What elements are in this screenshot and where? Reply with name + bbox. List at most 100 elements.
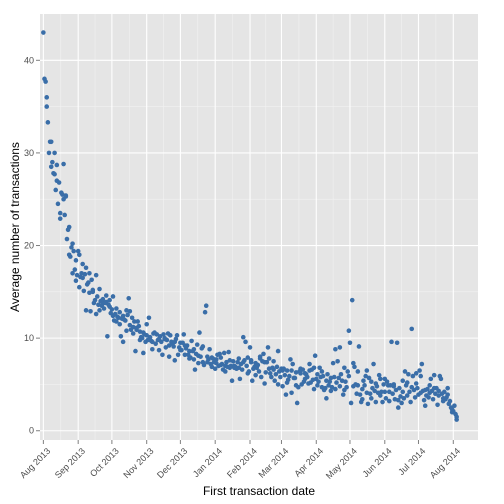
data-point (430, 396, 436, 402)
data-point (72, 267, 78, 272)
data-point (182, 352, 188, 358)
data-point (136, 323, 142, 329)
data-point (422, 403, 428, 409)
data-point (163, 345, 169, 350)
data-point (191, 357, 197, 362)
data-point (127, 308, 133, 314)
data-point (66, 224, 72, 230)
data-point (212, 366, 218, 371)
data-point (284, 368, 290, 373)
data-point (236, 365, 242, 371)
data-point (94, 294, 100, 299)
data-points (41, 30, 459, 422)
data-point (192, 367, 198, 372)
data-point (167, 333, 173, 338)
data-point (191, 346, 197, 352)
y-axis-ticks: 0 10 20 30 40 (24, 55, 40, 436)
data-point (290, 361, 295, 367)
data-point (406, 371, 411, 377)
data-point (226, 349, 231, 355)
data-point (253, 372, 258, 378)
data-point (97, 286, 102, 292)
data-point (228, 363, 234, 369)
data-point (246, 369, 252, 374)
data-point (398, 394, 403, 399)
data-point (395, 397, 401, 403)
data-point (338, 371, 344, 377)
data-point (411, 387, 417, 393)
data-point (288, 357, 293, 362)
data-point (292, 375, 298, 381)
data-point (281, 366, 287, 371)
data-point (134, 327, 139, 333)
data-point (333, 386, 338, 392)
data-point (355, 383, 361, 388)
data-point (400, 378, 406, 384)
data-point (63, 193, 69, 198)
data-point (85, 280, 91, 285)
data-point (46, 150, 52, 156)
data-point (188, 355, 193, 360)
data-point (421, 397, 427, 403)
data-point (357, 392, 363, 397)
data-point (80, 261, 85, 267)
data-point (377, 376, 383, 382)
data-point (48, 139, 54, 145)
data-point (236, 356, 242, 361)
data-point (156, 347, 162, 353)
data-point (89, 277, 94, 283)
data-point (70, 271, 75, 276)
data-point (103, 293, 109, 298)
data-point (75, 248, 81, 254)
data-point (319, 369, 325, 374)
data-point (334, 380, 339, 385)
data-point (379, 389, 384, 395)
data-point (404, 380, 410, 385)
data-point (438, 376, 444, 382)
data-point (219, 361, 225, 367)
data-point (383, 396, 389, 401)
data-point (166, 343, 172, 348)
data-point (376, 372, 382, 378)
data-point (307, 361, 312, 367)
data-point (209, 364, 215, 370)
data-point (363, 373, 368, 379)
data-point (62, 212, 68, 218)
data-point (371, 361, 376, 367)
data-point (274, 364, 280, 370)
data-point (133, 348, 138, 354)
data-point (267, 371, 273, 376)
data-point (317, 365, 322, 371)
data-point (221, 350, 227, 356)
data-point (207, 346, 212, 352)
data-point (377, 393, 383, 398)
data-point (154, 332, 160, 337)
data-point (174, 333, 180, 338)
data-point (118, 333, 124, 339)
data-point (153, 341, 158, 346)
data-point (384, 379, 390, 384)
data-point (172, 358, 178, 363)
data-point (48, 164, 54, 170)
data-point (120, 339, 126, 345)
data-point (298, 371, 303, 376)
data-point (57, 216, 63, 221)
data-point (419, 361, 425, 367)
data-point (428, 376, 434, 382)
data-point (200, 344, 206, 349)
data-point (70, 241, 75, 246)
data-point (361, 378, 366, 384)
y-tick-label: 40 (24, 55, 34, 65)
data-point (269, 374, 274, 380)
data-point (74, 272, 80, 278)
data-point (360, 396, 365, 402)
data-point (117, 309, 123, 315)
data-point (129, 315, 135, 321)
data-point (381, 382, 386, 387)
data-point (304, 374, 310, 380)
data-point (97, 308, 102, 313)
data-point (275, 348, 281, 354)
data-point (344, 384, 349, 390)
data-point (337, 383, 343, 389)
data-point (45, 120, 51, 125)
